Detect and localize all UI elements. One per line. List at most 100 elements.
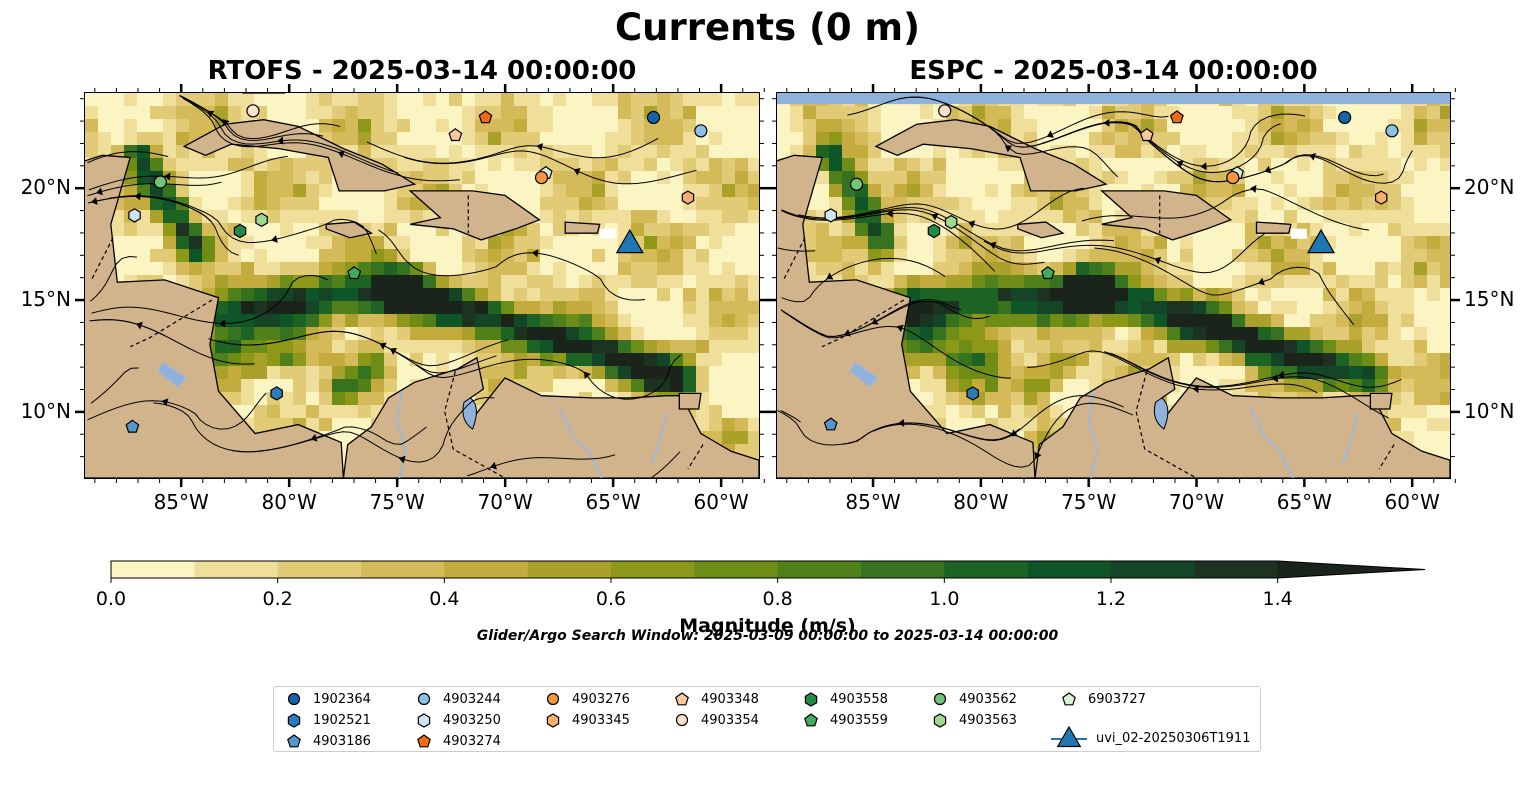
colorbar-segment (527, 561, 612, 578)
espc-float-4903348[interactable] (1139, 128, 1154, 142)
rtofs-river (396, 391, 407, 478)
rtofs-float-4903563[interactable] (255, 212, 268, 227)
legend-entry-label: 1902364 (313, 691, 371, 707)
rtofs-float-4903250[interactable] (128, 208, 141, 223)
rtofs-float-4903559[interactable] (347, 266, 362, 280)
lat-tick-label: 10°N (1464, 398, 1515, 423)
rtofs-border (129, 299, 213, 348)
rtofs-land-puerto-rico (564, 221, 601, 234)
rtofs-float-4903348[interactable] (448, 128, 463, 142)
espc-float-4903354[interactable] (938, 104, 952, 118)
rtofs-land-central-america (85, 154, 345, 478)
espc-float-4903244[interactable] (1385, 124, 1399, 138)
colorbar-segment (944, 561, 1029, 578)
legend-entry-label: 4903276 (572, 691, 630, 707)
legend-marker-icon (417, 734, 431, 748)
espc-river (1341, 413, 1359, 465)
search-window-text: Glider/Argo Search Window: 2025-03-09 00… (476, 628, 1059, 644)
lon-tick-label: 75°W (1061, 490, 1117, 514)
lon-tick-label: 75°W (369, 490, 425, 514)
rtofs-float-4903186[interactable] (125, 419, 140, 433)
espc-streamlines (777, 96, 1413, 468)
colorbar-segment (444, 561, 529, 578)
rtofs-float-4903558[interactable] (233, 223, 247, 239)
espc-float-4903558[interactable] (927, 223, 941, 239)
colorbar-tick-label: 0.8 (762, 588, 793, 610)
legend-marker-icon (287, 692, 301, 706)
colorbar-segment (861, 561, 945, 578)
espc-lake-maracaibo (1153, 397, 1169, 430)
espc-land-south-america (1034, 356, 1450, 478)
espc-float-4903276[interactable] (1226, 170, 1240, 185)
main-title: Currents (0 m) (614, 6, 920, 49)
rtofs-white-patch (599, 228, 616, 239)
espc-float-4903559[interactable] (1040, 266, 1055, 280)
rtofs-float-4903244[interactable] (694, 124, 708, 138)
legend-entry-uvi_02-20250306T1911: uvi_02-20250306T1911 (1051, 724, 1250, 752)
rtofs-float-4903276[interactable] (534, 170, 549, 185)
rtofs-river (650, 413, 668, 465)
rtofs-float-4903274[interactable] (478, 110, 493, 124)
rtofs-float-4903354[interactable] (246, 104, 260, 118)
legend-entry-label: 4903186 (313, 733, 371, 749)
colorbar-tick-label: 0.2 (262, 588, 293, 610)
espc-map[interactable] (776, 92, 1451, 479)
rtofs-float-1902364[interactable] (646, 110, 661, 125)
espc-border (1378, 444, 1395, 470)
espc-float-4903250[interactable] (824, 208, 837, 223)
espc-float-uvi_02-20250306T1911[interactable] (1306, 228, 1336, 254)
espc-float-4903345[interactable] (1375, 190, 1388, 205)
legend-entry-1902364: 1902364 (284, 691, 371, 707)
lon-tick-label: 65°W (1276, 490, 1332, 514)
legend-entry-4903186: 4903186 (284, 733, 371, 749)
espc-float-1902364[interactable] (1338, 110, 1352, 125)
legend-entry-label: 4903558 (830, 691, 888, 707)
legend-entry-4903354: 4903354 (672, 712, 759, 728)
espc-float-4903563[interactable] (944, 214, 958, 230)
rtofs-land (85, 93, 759, 478)
legend-entry-4903276: 4903276 (543, 691, 630, 707)
espc-float-4903274[interactable] (1169, 110, 1184, 124)
rtofs-land-hispaniola (408, 190, 541, 241)
legend-marker-icon (804, 713, 818, 727)
legend-entry-4903250: 4903250 (414, 712, 501, 728)
legend-marker-icon (417, 713, 431, 728)
legend-entry-4903348: 4903348 (672, 691, 759, 707)
lon-tick-label: 80°W (261, 490, 317, 514)
lat-tick-label: 15°N (20, 287, 71, 312)
lon-tick-label: 65°W (585, 490, 641, 514)
rtofs-float-1902521[interactable] (270, 386, 283, 401)
espc-land-jamaica (1017, 221, 1065, 239)
colorbar-segment (361, 561, 445, 578)
lon-tick-label: 60°W (693, 490, 749, 514)
espc-float-1902521[interactable] (966, 386, 979, 401)
lon-tick-label: 70°W (477, 490, 533, 514)
legend-entry-1902521: 1902521 (284, 712, 371, 728)
rtofs-border (90, 237, 114, 281)
espc-land-hispaniola (1099, 190, 1233, 241)
espc-float-4903562[interactable] (849, 177, 864, 191)
rtofs-lake-nicaragua (157, 361, 187, 388)
legend-marker-icon (287, 713, 301, 728)
legend-entry-4903244: 4903244 (414, 691, 501, 707)
legend-entry-label: 4903563 (959, 712, 1017, 728)
legend-entry-4903563: 4903563 (930, 712, 1017, 728)
legend-entry-label: 4903274 (443, 733, 501, 749)
rtofs-river (557, 406, 603, 478)
legend-marker-icon (287, 734, 301, 748)
rtofs-map[interactable] (84, 92, 760, 479)
rtofs-float-4903345[interactable] (681, 190, 695, 205)
legend-entry-4903558: 4903558 (801, 691, 888, 707)
legend-entry-label: uvi_02-20250306T1911 (1096, 730, 1251, 746)
legend-marker-icon (1062, 692, 1076, 706)
lat-tick-label: 20°N (1464, 175, 1515, 200)
rtofs-float-uvi_02-20250306T1911[interactable] (615, 228, 644, 254)
colorbar-segment (1111, 561, 1195, 578)
float-legend: 1902364 1902521 4903186 4903244 4903250 49032… (273, 686, 1261, 752)
rtofs-float-4903562[interactable] (153, 175, 167, 189)
colorbar-tick-label: 0.4 (429, 588, 460, 610)
colorbar-segment (111, 561, 195, 578)
legend-marker-icon (804, 692, 818, 707)
espc-float-4903186[interactable] (823, 417, 838, 431)
colorbar-segment (1027, 561, 1112, 578)
